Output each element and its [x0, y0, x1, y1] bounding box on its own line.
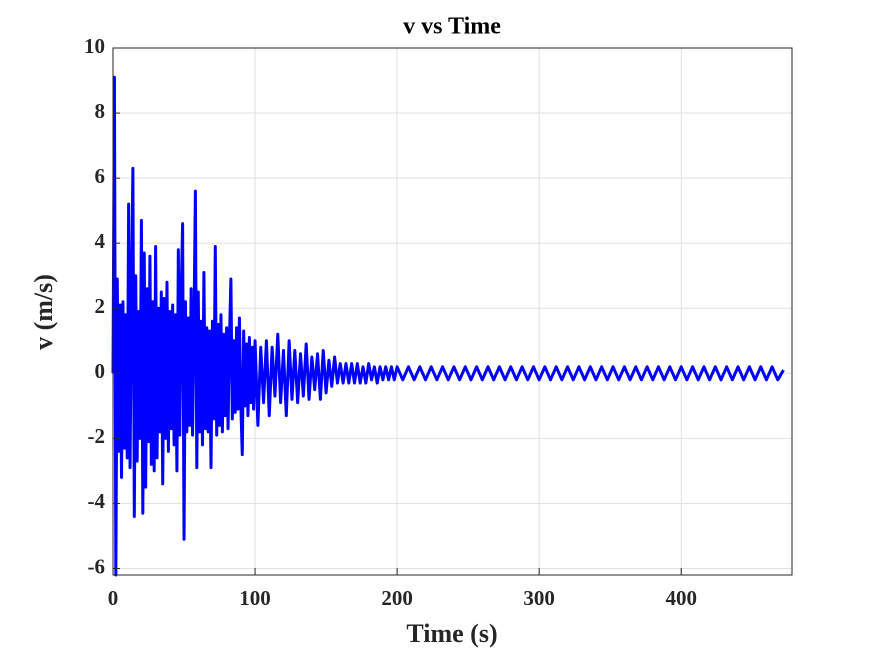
- y-axis-label: v (m/s): [29, 274, 58, 350]
- x-tick-label: 200: [381, 586, 413, 610]
- grid: [112, 47, 792, 575]
- data-line: [111, 75, 785, 577]
- y-tick-label: -2: [88, 424, 106, 448]
- x-tick-label: 300: [523, 586, 555, 610]
- y-tick-label: -4: [88, 489, 106, 513]
- x-tick-label: 400: [665, 586, 697, 610]
- y-tick-label: -6: [88, 554, 106, 578]
- y-tick-label: 4: [95, 229, 106, 253]
- chart-title: v vs Time: [403, 14, 501, 40]
- plot: [111, 75, 785, 577]
- x-tick-label: 0: [108, 586, 119, 610]
- y-tick-label: 2: [95, 294, 106, 318]
- plot-area: [113, 48, 792, 575]
- y-tick-label: 6: [95, 164, 106, 188]
- ticks: 0 100 200 300 400 -6 -4 -2 0 2 4 6 8 10: [84, 34, 697, 610]
- y-tick-label: 10: [84, 34, 105, 58]
- y-tick-label: 0: [95, 359, 106, 383]
- x-axis-label: Time (s): [406, 619, 497, 648]
- x-tick-label: 100: [239, 586, 271, 610]
- y-tick-label: 8: [95, 99, 106, 123]
- axes-box: [112, 47, 793, 576]
